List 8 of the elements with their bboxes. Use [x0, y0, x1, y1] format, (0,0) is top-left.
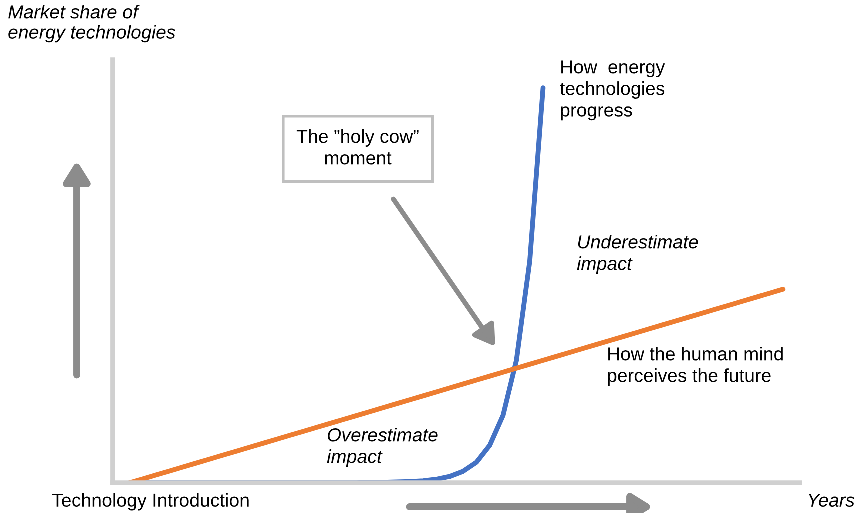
annotation: The ”holy cow” moment	[296, 129, 419, 165]
x-axis-title: Years	[809, 494, 855, 508]
series-label: How the human mind perceives the future	[608, 347, 783, 386]
series-label: How energy technologies progress	[560, 60, 666, 121]
y-axis-title: Market share of energy technologies	[8, 5, 176, 43]
annotation: Underestimate impact	[577, 235, 698, 274]
text: Technology Introduction	[52, 493, 249, 511]
annotation: Overestimate impact	[327, 428, 438, 468]
